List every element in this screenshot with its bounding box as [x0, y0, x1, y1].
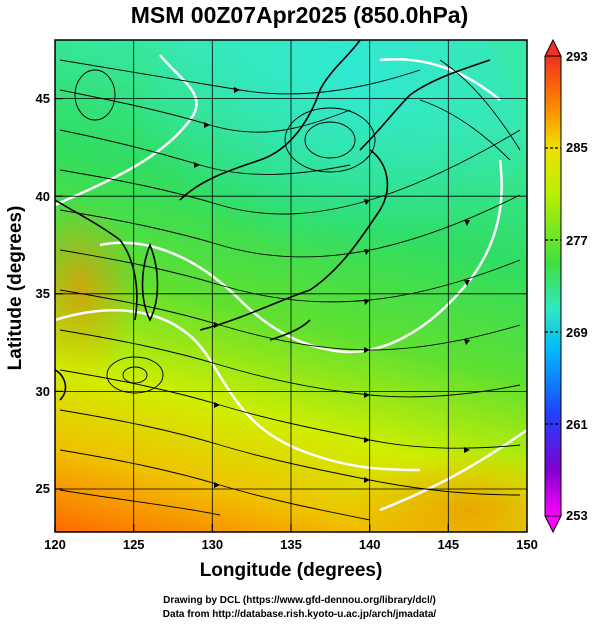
- colorbar-tick-261: 261: [566, 417, 588, 432]
- x-tick-labels: 120 125 130 135 140 145 150: [44, 537, 538, 552]
- y-tick-30: 30: [36, 384, 50, 399]
- colorbar-bottom-triangle: [544, 515, 562, 534]
- colorbar-tick-labels: 293 285 277 269 261 253: [566, 49, 588, 523]
- x-tick-130: 130: [201, 537, 223, 552]
- colorbar-tick-285: 285: [566, 140, 588, 155]
- colorbar-tick-253: 253: [566, 508, 588, 523]
- drawing-credit: Drawing by DCL (https://www.gfd-dennou.o…: [163, 595, 436, 606]
- y-tick-40: 40: [36, 189, 50, 204]
- x-tick-125: 125: [123, 537, 145, 552]
- x-axis-label: Longitude (degrees): [199, 560, 383, 581]
- colorbar-top-triangle: [544, 38, 562, 57]
- x-tick-140: 140: [359, 537, 381, 552]
- colorbar-tick-293: 293: [566, 49, 588, 64]
- colorbar-tick-277: 277: [566, 233, 588, 248]
- x-tick-150: 150: [516, 537, 538, 552]
- colorbar-tick-269: 269: [566, 325, 588, 340]
- x-tick-120: 120: [44, 537, 66, 552]
- y-tick-25: 25: [36, 481, 50, 496]
- x-tick-marks: [54, 524, 528, 532]
- y-tick-labels: 25 30 35 40 45: [36, 91, 50, 496]
- y-tick-35: 35: [36, 286, 50, 301]
- y-tick-marks: [55, 97, 63, 490]
- x-tick-135: 135: [280, 537, 302, 552]
- x-tick-145: 145: [437, 537, 459, 552]
- colorbar: [544, 38, 562, 534]
- data-credit: Data from http://database.rish.kyoto-u.a…: [162, 609, 437, 620]
- map-title: MSM 00Z07Apr2025 (850.0hPa): [130, 2, 469, 28]
- lat-lon-grid: [55, 40, 527, 532]
- temperature-field: [55, 40, 527, 532]
- y-tick-45: 45: [36, 91, 50, 106]
